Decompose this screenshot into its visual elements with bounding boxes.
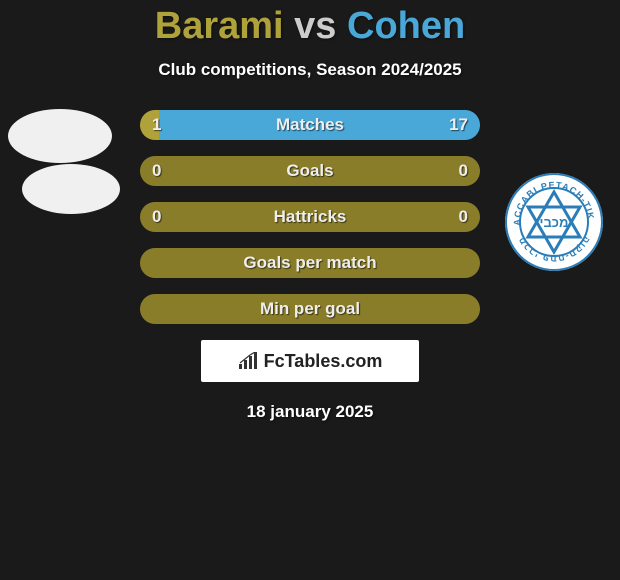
branding-text: FcTables.com <box>264 351 383 372</box>
player2-club-badge: MACCABI PETACH-TIKVA מכבי פתח-תקוה מכבי <box>504 172 604 272</box>
branding-box[interactable]: FcTables.com <box>201 340 419 382</box>
player1-club-placeholder <box>22 164 120 214</box>
subtitle: Club competitions, Season 2024/2025 <box>0 60 620 80</box>
stats-area: 1 17 Matches 0 0 Goals 0 0 Hattricks Goals per ma… <box>140 110 480 324</box>
stat-value-left: 1 <box>152 115 161 135</box>
svg-text:מכבי: מכבי <box>540 215 569 230</box>
stat-value-left: 0 <box>152 207 161 227</box>
title: Barami vs Cohen <box>0 5 620 48</box>
player1-name: Barami <box>155 5 284 47</box>
stat-row: 0 0 Goals <box>140 156 480 186</box>
stat-value-right: 0 <box>459 161 468 181</box>
stat-value-right: 0 <box>459 207 468 227</box>
date: 18 january 2025 <box>0 402 620 422</box>
stat-row: Goals per match <box>140 248 480 278</box>
player1-avatar-placeholder <box>8 109 112 163</box>
stat-label: Goals per match <box>243 253 376 273</box>
stat-label: Hattricks <box>274 207 347 227</box>
chart-icon <box>238 352 260 370</box>
stat-row: 0 0 Hattricks <box>140 202 480 232</box>
stat-value-left: 0 <box>152 161 161 181</box>
stat-label: Min per goal <box>260 299 360 319</box>
vs-separator: vs <box>284 5 347 47</box>
stat-label: Goals <box>286 161 333 181</box>
stat-label: Matches <box>276 115 344 135</box>
stat-row: 1 17 Matches <box>140 110 480 140</box>
player2-name: Cohen <box>347 5 465 47</box>
stat-value-right: 17 <box>449 115 468 135</box>
stat-row: Min per goal <box>140 294 480 324</box>
